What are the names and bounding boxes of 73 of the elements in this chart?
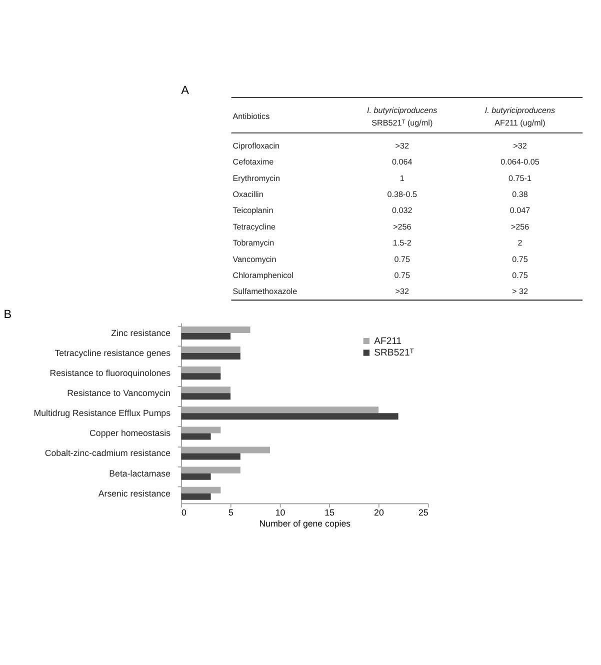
legend-label: AF211: [374, 336, 402, 347]
bar: [181, 433, 211, 440]
text: 0.064: [392, 158, 413, 167]
text: 0.75: [512, 254, 528, 264]
bar: [181, 373, 221, 380]
y-tick-label: Arsenic resistance: [98, 488, 171, 498]
bar: [181, 353, 240, 360]
bar: [181, 386, 231, 394]
x-tick-label: 5: [228, 508, 234, 518]
y-tick-label: Zinc resistance: [111, 328, 171, 338]
y-tick-label: Resistance to Vancomycin: [67, 388, 171, 398]
text: 1: [400, 174, 405, 183]
text: Ciprofloxacin: [232, 141, 280, 150]
x-tick-label: 10: [275, 508, 286, 518]
text: >32: [395, 141, 410, 150]
text: Teicoplanin: [232, 206, 274, 216]
text: SRB521ᵀ (ug/ml): [372, 118, 433, 128]
text: A: [181, 84, 190, 97]
bar: [181, 426, 221, 434]
text: 0.047: [510, 206, 531, 216]
y-tick-label: Cobalt-zinc-cadmium resistance: [44, 448, 171, 458]
y-tick-label: Resistance to fluoroquinolones: [50, 368, 172, 378]
y-tick-label: Tetracycline resistance genes: [54, 348, 172, 358]
text: 0.75: [394, 271, 411, 280]
text: Chloramphenicol: [232, 271, 294, 280]
text: B: [4, 308, 12, 321]
text: I. butyriciproducens: [484, 106, 556, 116]
text: 0.064-0.05: [500, 158, 540, 167]
bar: [181, 486, 221, 494]
bar: [181, 473, 211, 480]
text: 2: [518, 238, 523, 248]
x-tick-label: 0: [182, 508, 187, 518]
y-tick-label: Beta-lactamase: [109, 468, 171, 478]
legend-label: SRB521ᵀ: [374, 348, 414, 359]
text: >256: [393, 222, 412, 232]
text: I. butyriciproducens: [367, 106, 438, 116]
x-tick-label: 25: [418, 508, 428, 518]
text: 0.75: [512, 271, 528, 280]
bar: [181, 446, 270, 454]
text: 0.38-0.5: [387, 190, 418, 199]
text: 0.032: [392, 206, 413, 216]
text: 0.75-1: [508, 174, 532, 183]
x-axis-title: Number of gene copies: [259, 518, 352, 529]
bar: [181, 393, 231, 400]
bar: [181, 466, 240, 474]
text: Erythromycin: [232, 174, 280, 183]
text: >256: [510, 222, 530, 232]
text: 0.75: [394, 254, 411, 264]
bar: [181, 493, 211, 500]
bar: [181, 326, 250, 333]
y-tick-label: Copper homeostasis: [90, 428, 172, 438]
x-tick-label: 15: [324, 508, 335, 518]
x-tick-label: 20: [374, 508, 384, 518]
bar: [181, 346, 240, 354]
text: >32: [395, 287, 410, 296]
text: Tobramycin: [232, 238, 274, 248]
bar: [181, 406, 379, 414]
text: Sulfamethoxazole: [232, 287, 298, 296]
bar: [181, 366, 221, 374]
text: 0.38: [512, 190, 528, 199]
text: Cefotaxime: [232, 158, 274, 167]
bar: [181, 413, 398, 420]
bar: [181, 332, 231, 340]
y-tick-label: Multidrug Resistance Efflux Pumps: [34, 408, 172, 418]
text: 1.5-2: [392, 238, 412, 248]
text: Oxacillin: [232, 190, 264, 199]
text: >32: [513, 141, 528, 150]
text: Vancomycin: [232, 254, 276, 264]
bar: [181, 453, 240, 460]
text: Tetracycline: [232, 222, 276, 232]
text: AF211 (ug/ml): [494, 118, 546, 128]
text: Antibiotics: [232, 112, 270, 121]
text: > 32: [512, 287, 528, 296]
